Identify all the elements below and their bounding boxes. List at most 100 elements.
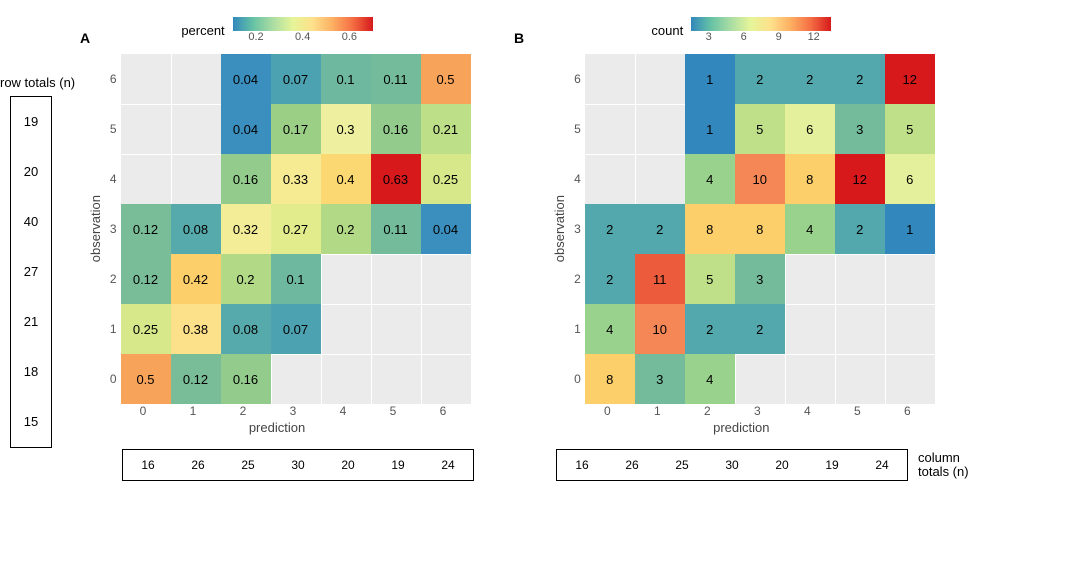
heatmap-cell: 4 [685,154,735,204]
col-total-cell: 25 [223,450,273,480]
xtick-label: 4 [782,404,832,418]
heatmap-cell: 0.42 [171,254,221,304]
heatmap-cell: 0.16 [371,104,421,154]
heatmap-cell: 8 [685,204,735,254]
xtick-label: 2 [218,404,268,418]
ytick-label: 4 [103,154,121,204]
panel-b-xticks: 0123456 [582,404,932,418]
heatmap-cell: 2 [835,54,885,104]
row-total-cell: 15 [11,397,51,447]
xtick-label: 3 [732,404,782,418]
heatmap-cell: 0.27 [271,204,321,254]
heatmap-cell: 0.12 [121,204,171,254]
col-total-cell: 20 [757,450,807,480]
colorbar-tick: 0.6 [326,31,373,43]
colorbar-tick: 12 [796,31,831,43]
panel-a-label: A [80,30,90,46]
heatmap-cell: 0.1 [321,54,371,104]
ytick-label: 1 [567,304,585,354]
col-totals-title: columntotals (n) [918,451,969,480]
heatmap-cell: 0.2 [221,254,271,304]
heatmap-cell: 0.12 [121,254,171,304]
heatmap-cell: 2 [585,254,635,304]
heatmap-cell: 12 [885,54,935,104]
panel-b-col-totals-row: 16262530201924 columntotals (n) [514,449,969,481]
colorbar-a-ticks: 0.20.40.6 [233,31,373,43]
colorbar-a-gradient [233,17,373,31]
col-total-cell: 16 [557,450,607,480]
heatmap-cell: 1 [685,104,735,154]
heatmap-cell: 0.25 [121,304,171,354]
heatmap-cell: 0.04 [421,204,471,254]
ytick-label: 0 [567,354,585,404]
colorbar-tick: 0.2 [233,31,280,43]
col-total-cell: 24 [423,450,473,480]
heatmap-cell: 0.21 [421,104,471,154]
row-totals-block: row totals (n) 19204027211815 [10,75,70,481]
heatmap-cell: 6 [885,154,935,204]
heatmap-cell: 4 [585,304,635,354]
heatmap-cell: 4 [785,204,835,254]
heatmap-cell: 2 [635,204,685,254]
heatmap-cell: 11 [635,254,685,304]
colorbar-tick: 3 [691,31,726,43]
heatmap-cell: 0.38 [171,304,221,354]
xtick-label: 6 [882,404,932,418]
heatmap-cell: 0.32 [221,204,271,254]
heatmap-cell: 0.1 [271,254,321,304]
heatmap-cell: 0.11 [371,54,421,104]
heatmap-cell: 3 [635,354,685,404]
heatmap-cell: 0.07 [271,304,321,354]
xtick-label: 5 [368,404,418,418]
panel-a-col-totals-box: 16262530201924 [122,449,474,481]
col-total-cell: 19 [807,450,857,480]
panel-a-col-totals-row: 16262530201924 [80,449,474,481]
panel-a-colorbar: percent 0.20.40.6 [181,10,372,50]
heatmap-cell: 0.08 [171,204,221,254]
xtick-label: 3 [268,404,318,418]
heatmap-cell: 1 [885,204,935,254]
panel-a-yticks: 6543210 [103,54,121,404]
heatmap-cell: 0.5 [121,354,171,404]
heatmap-cell: 0.04 [221,54,271,104]
heatmap-cell: 0.04 [221,104,271,154]
panel-b-plot-row: observation 6543210 12221215635410812622… [548,54,935,404]
panel-a-heatmap: 0.040.070.10.110.50.040.170.30.160.210.1… [121,54,471,404]
heatmap-cell: 6 [785,104,835,154]
xtick-label: 1 [632,404,682,418]
col-total-cell: 24 [857,450,907,480]
heatmap-cell: 5 [685,254,735,304]
heatmap-cell: 0.12 [171,354,221,404]
panel-a-xticks: 0123456 [118,404,468,418]
heatmap-cell: 0.25 [421,154,471,204]
row-total-cell: 18 [11,347,51,397]
colorbar-tick: 6 [726,31,761,43]
row-total-cell: 27 [11,247,51,297]
panel-a-plot-row: observation 6543210 0.040.070.10.110.50.… [84,54,471,404]
ytick-label: 1 [103,304,121,354]
heatmap-cell: 2 [735,304,785,354]
ytick-label: 3 [567,204,585,254]
heatmap-cell: 0.17 [271,104,321,154]
heatmap-cell: 2 [785,54,835,104]
ytick-label: 3 [103,204,121,254]
xtick-label: 4 [318,404,368,418]
colorbar-tick: 0.4 [279,31,326,43]
heatmap-cell: 0.2 [321,204,371,254]
heatmap-cell: 0.16 [221,354,271,404]
heatmap-cell: 10 [735,154,785,204]
heatmap-cell: 8 [585,354,635,404]
colorbar-tick: 9 [761,31,796,43]
col-total-cell: 30 [273,450,323,480]
xtick-label: 1 [168,404,218,418]
heatmap-cell: 0.4 [321,154,371,204]
heatmap-cell: 0.63 [371,154,421,204]
heatmap-cell: 2 [735,54,785,104]
heatmap-cell: 3 [835,104,885,154]
xtick-label: 5 [832,404,882,418]
col-total-cell: 26 [607,450,657,480]
heatmap-cell: 0.33 [271,154,321,204]
heatmap-cell: 2 [685,304,735,354]
panel-b: B count 36912 observation 6543210 122212… [514,10,969,481]
panel-b-colorbar: count 36912 [651,10,831,50]
